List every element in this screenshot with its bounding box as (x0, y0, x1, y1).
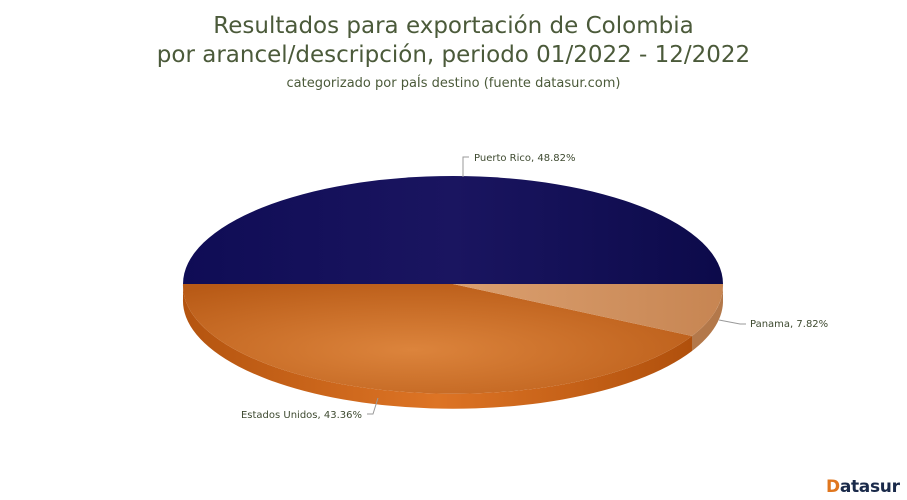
chart-subtitle: categorizado por paÍs destino (fuente da… (286, 76, 621, 91)
leader-panama (718, 319, 746, 325)
label-estados-unidos: Estados Unidos, 43.36% (241, 410, 362, 421)
chart-title: Resultados para exportación de Colombia (213, 13, 694, 39)
datasur-logo: Datasur (826, 477, 900, 497)
pie-side-estados-unidos (182, 284, 692, 409)
label-panama: Panama, 7.82% (750, 319, 828, 330)
chart-title-line2: por arancel/descripción, periodo 01/2022… (156, 42, 751, 68)
slice-estados-unidos[interactable] (182, 284, 692, 394)
leader-estados-unidos (367, 397, 379, 415)
leader-puerto-rico (462, 156, 469, 177)
slice-puerto-rico[interactable] (183, 176, 723, 284)
pie-side-panama (692, 284, 724, 351)
slice-panama[interactable] (453, 284, 724, 336)
logo-d: D (826, 477, 840, 497)
label-puerto-rico: Puerto Rico, 48.82% (474, 153, 576, 164)
logo-text: atasur (839, 477, 900, 497)
